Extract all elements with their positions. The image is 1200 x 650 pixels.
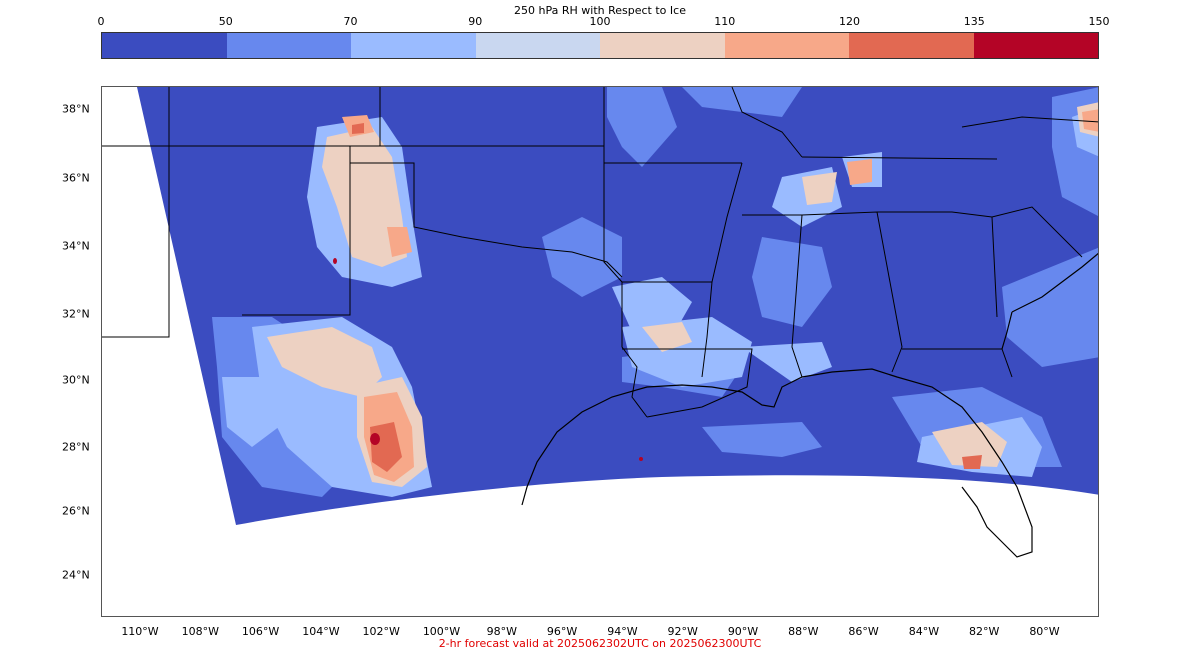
colorbar-tick-label: 70: [343, 15, 358, 28]
longitude-label: 88°W: [788, 625, 819, 638]
map-svg: [102, 87, 1098, 558]
colorbar-title: 250 hPa RH with Respect to Ice: [514, 4, 686, 17]
longitude-label: 98°W: [486, 625, 517, 638]
longitude-label: 94°W: [607, 625, 638, 638]
colorbar-segment-0: [102, 33, 227, 58]
forecast-valid-text: 2-hr forecast valid at 2025062302UTC on …: [438, 637, 762, 650]
latitude-label: 30°N: [62, 373, 90, 387]
longitude-label: 84°W: [908, 625, 940, 638]
colorbar-tick-label: 100: [589, 15, 611, 28]
colorbar-segment-7: [973, 33, 1098, 58]
longitude-label: 86°W: [848, 625, 879, 638]
colorbar-tick-label: 90: [468, 15, 483, 28]
colorbar-segment-2: [351, 33, 476, 58]
colorbar-tick-label: 120: [839, 15, 860, 28]
colorbar-segment-5: [724, 33, 849, 58]
colorbar-segment-6: [849, 33, 974, 58]
longitude-label: 96°W: [546, 625, 578, 638]
coastline: [521, 252, 1098, 558]
colorbar-tick-label: 150: [1088, 15, 1110, 28]
longitude-label: 104°W: [302, 625, 340, 638]
colorbar-tick-label: 110: [714, 15, 736, 28]
colorbar-segment-1: [226, 33, 351, 58]
longitude-label: 82°W: [969, 625, 1000, 638]
latitude-label: 24°N: [62, 568, 90, 582]
longitude-label: 106°W: [241, 625, 280, 638]
colorbar-segment-3: [475, 33, 600, 58]
latitude-label: 28°N: [62, 440, 90, 454]
colorbar: [101, 32, 1099, 59]
latitude-label: 26°N: [62, 504, 90, 518]
latitude-label: 34°N: [62, 239, 90, 253]
longitude-label: 102°W: [362, 625, 400, 638]
longitude-label: 80°W: [1029, 625, 1060, 638]
latitude-label: 32°N: [62, 307, 90, 321]
latitude-label: 38°N: [62, 102, 90, 116]
state-boundaries: [102, 87, 1098, 418]
colorbar-tick-label: 50: [218, 15, 233, 28]
map-panel: [101, 86, 1099, 617]
colorbar-segment-4: [600, 33, 725, 58]
longitude-label: 92°W: [667, 625, 698, 638]
longitude-label: 108°W: [181, 625, 219, 638]
colorbar-tick-label: 135: [963, 15, 985, 28]
longitude-label: 90°W: [727, 625, 759, 638]
rh-135-150-areas: [333, 258, 643, 461]
latitude-label: 36°N: [62, 171, 90, 185]
colorbar-tick-label: 0: [97, 15, 105, 28]
longitude-label: 110°W: [121, 625, 159, 638]
longitude-label: 100°W: [422, 625, 461, 638]
